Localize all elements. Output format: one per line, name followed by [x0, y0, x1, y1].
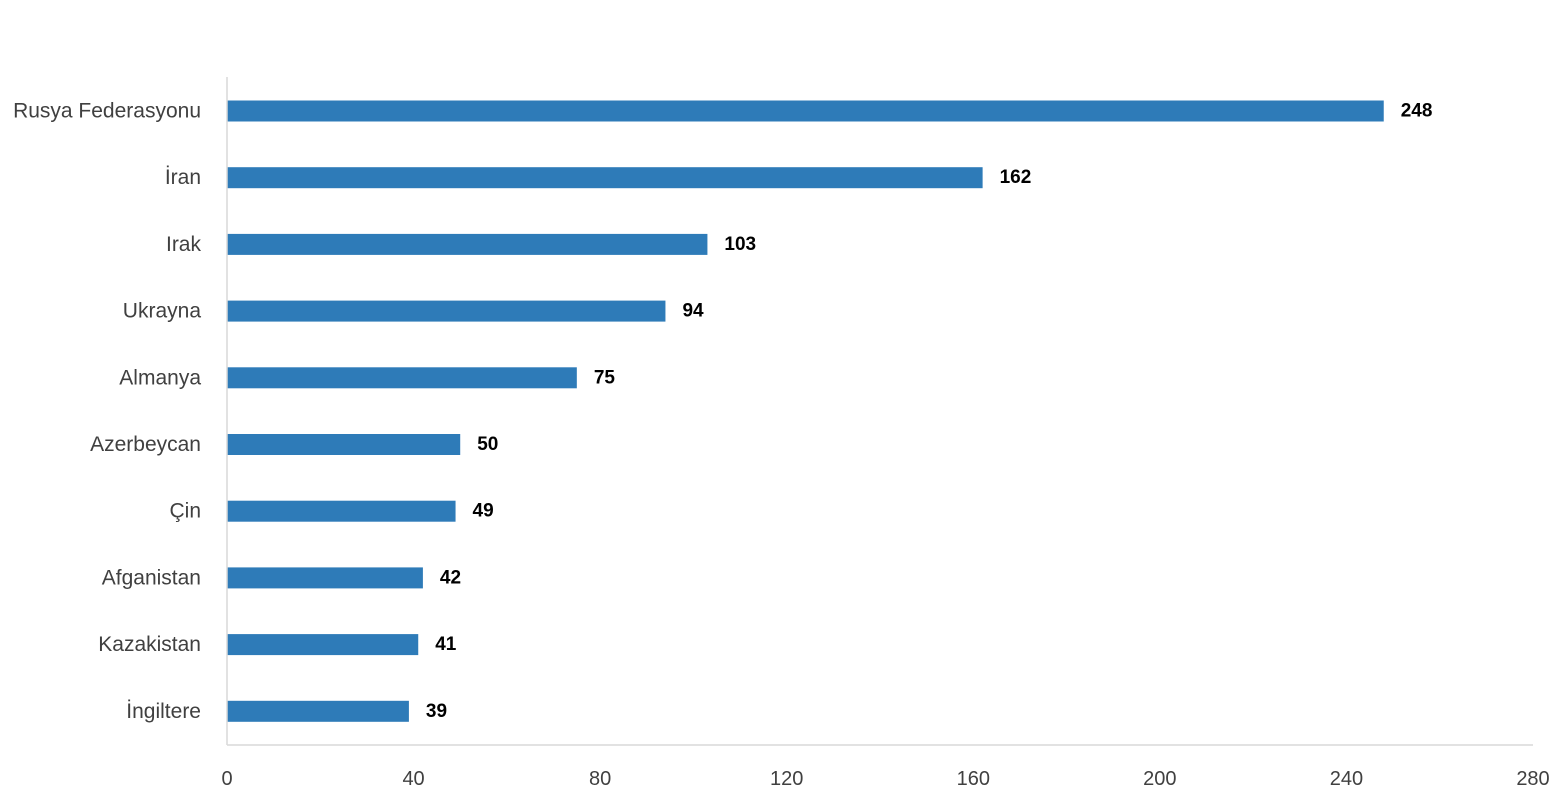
- data-labels-group: 248 162 103 94 75 50 49 42 41 39: [426, 101, 1433, 722]
- bar-8: [227, 634, 419, 656]
- category-label-1: İran: [165, 166, 201, 189]
- category-label-9: İngiltere: [126, 700, 201, 723]
- data-label-1: 162: [1000, 167, 1032, 188]
- data-label-7: 42: [440, 567, 461, 588]
- x-tick-label-4: 160: [957, 768, 990, 790]
- category-label-4: Almanya: [119, 366, 201, 389]
- data-label-5: 50: [477, 434, 498, 455]
- x-tick-label-3: 120: [770, 768, 803, 790]
- bar-1: [227, 167, 983, 189]
- bar-6: [227, 500, 456, 522]
- category-label-2: Irak: [166, 233, 202, 256]
- bar-7: [227, 567, 423, 589]
- x-tick-label-6: 240: [1330, 768, 1363, 790]
- data-label-3: 94: [682, 301, 704, 322]
- x-tick-label-7: 280: [1516, 768, 1549, 790]
- bars-group: [227, 100, 1384, 722]
- data-label-0: 248: [1401, 101, 1433, 122]
- bar-5: [227, 434, 461, 455]
- bar-2: [227, 233, 708, 255]
- x-tick-labels-group: 0 40 80 120 160 200 240 280: [221, 768, 1549, 790]
- category-labels-group: Rusya Federasyonu İran Irak Ukrayna Almanya A…: [13, 100, 201, 723]
- x-tick-label-5: 200: [1143, 768, 1176, 790]
- bar-4: [227, 367, 577, 389]
- x-tick-label-2: 80: [589, 768, 611, 790]
- bar-3: [227, 300, 666, 322]
- data-label-8: 41: [435, 634, 457, 655]
- data-label-4: 75: [594, 367, 616, 388]
- data-label-2: 103: [724, 234, 756, 255]
- category-label-5: Azerbeycan: [90, 433, 201, 456]
- category-label-6: Çin: [169, 500, 201, 523]
- category-label-3: Ukrayna: [123, 300, 202, 323]
- bar-0: [227, 100, 1384, 122]
- category-label-0: Rusya Federasyonu: [13, 100, 201, 123]
- data-label-9: 39: [426, 701, 447, 722]
- category-label-8: Kazakistan: [98, 633, 201, 656]
- bar-9: [227, 700, 409, 722]
- category-label-7: Afganistan: [102, 566, 201, 589]
- x-tick-label-1: 40: [402, 768, 424, 790]
- x-tick-label-0: 0: [221, 768, 232, 790]
- data-label-6: 49: [473, 501, 494, 522]
